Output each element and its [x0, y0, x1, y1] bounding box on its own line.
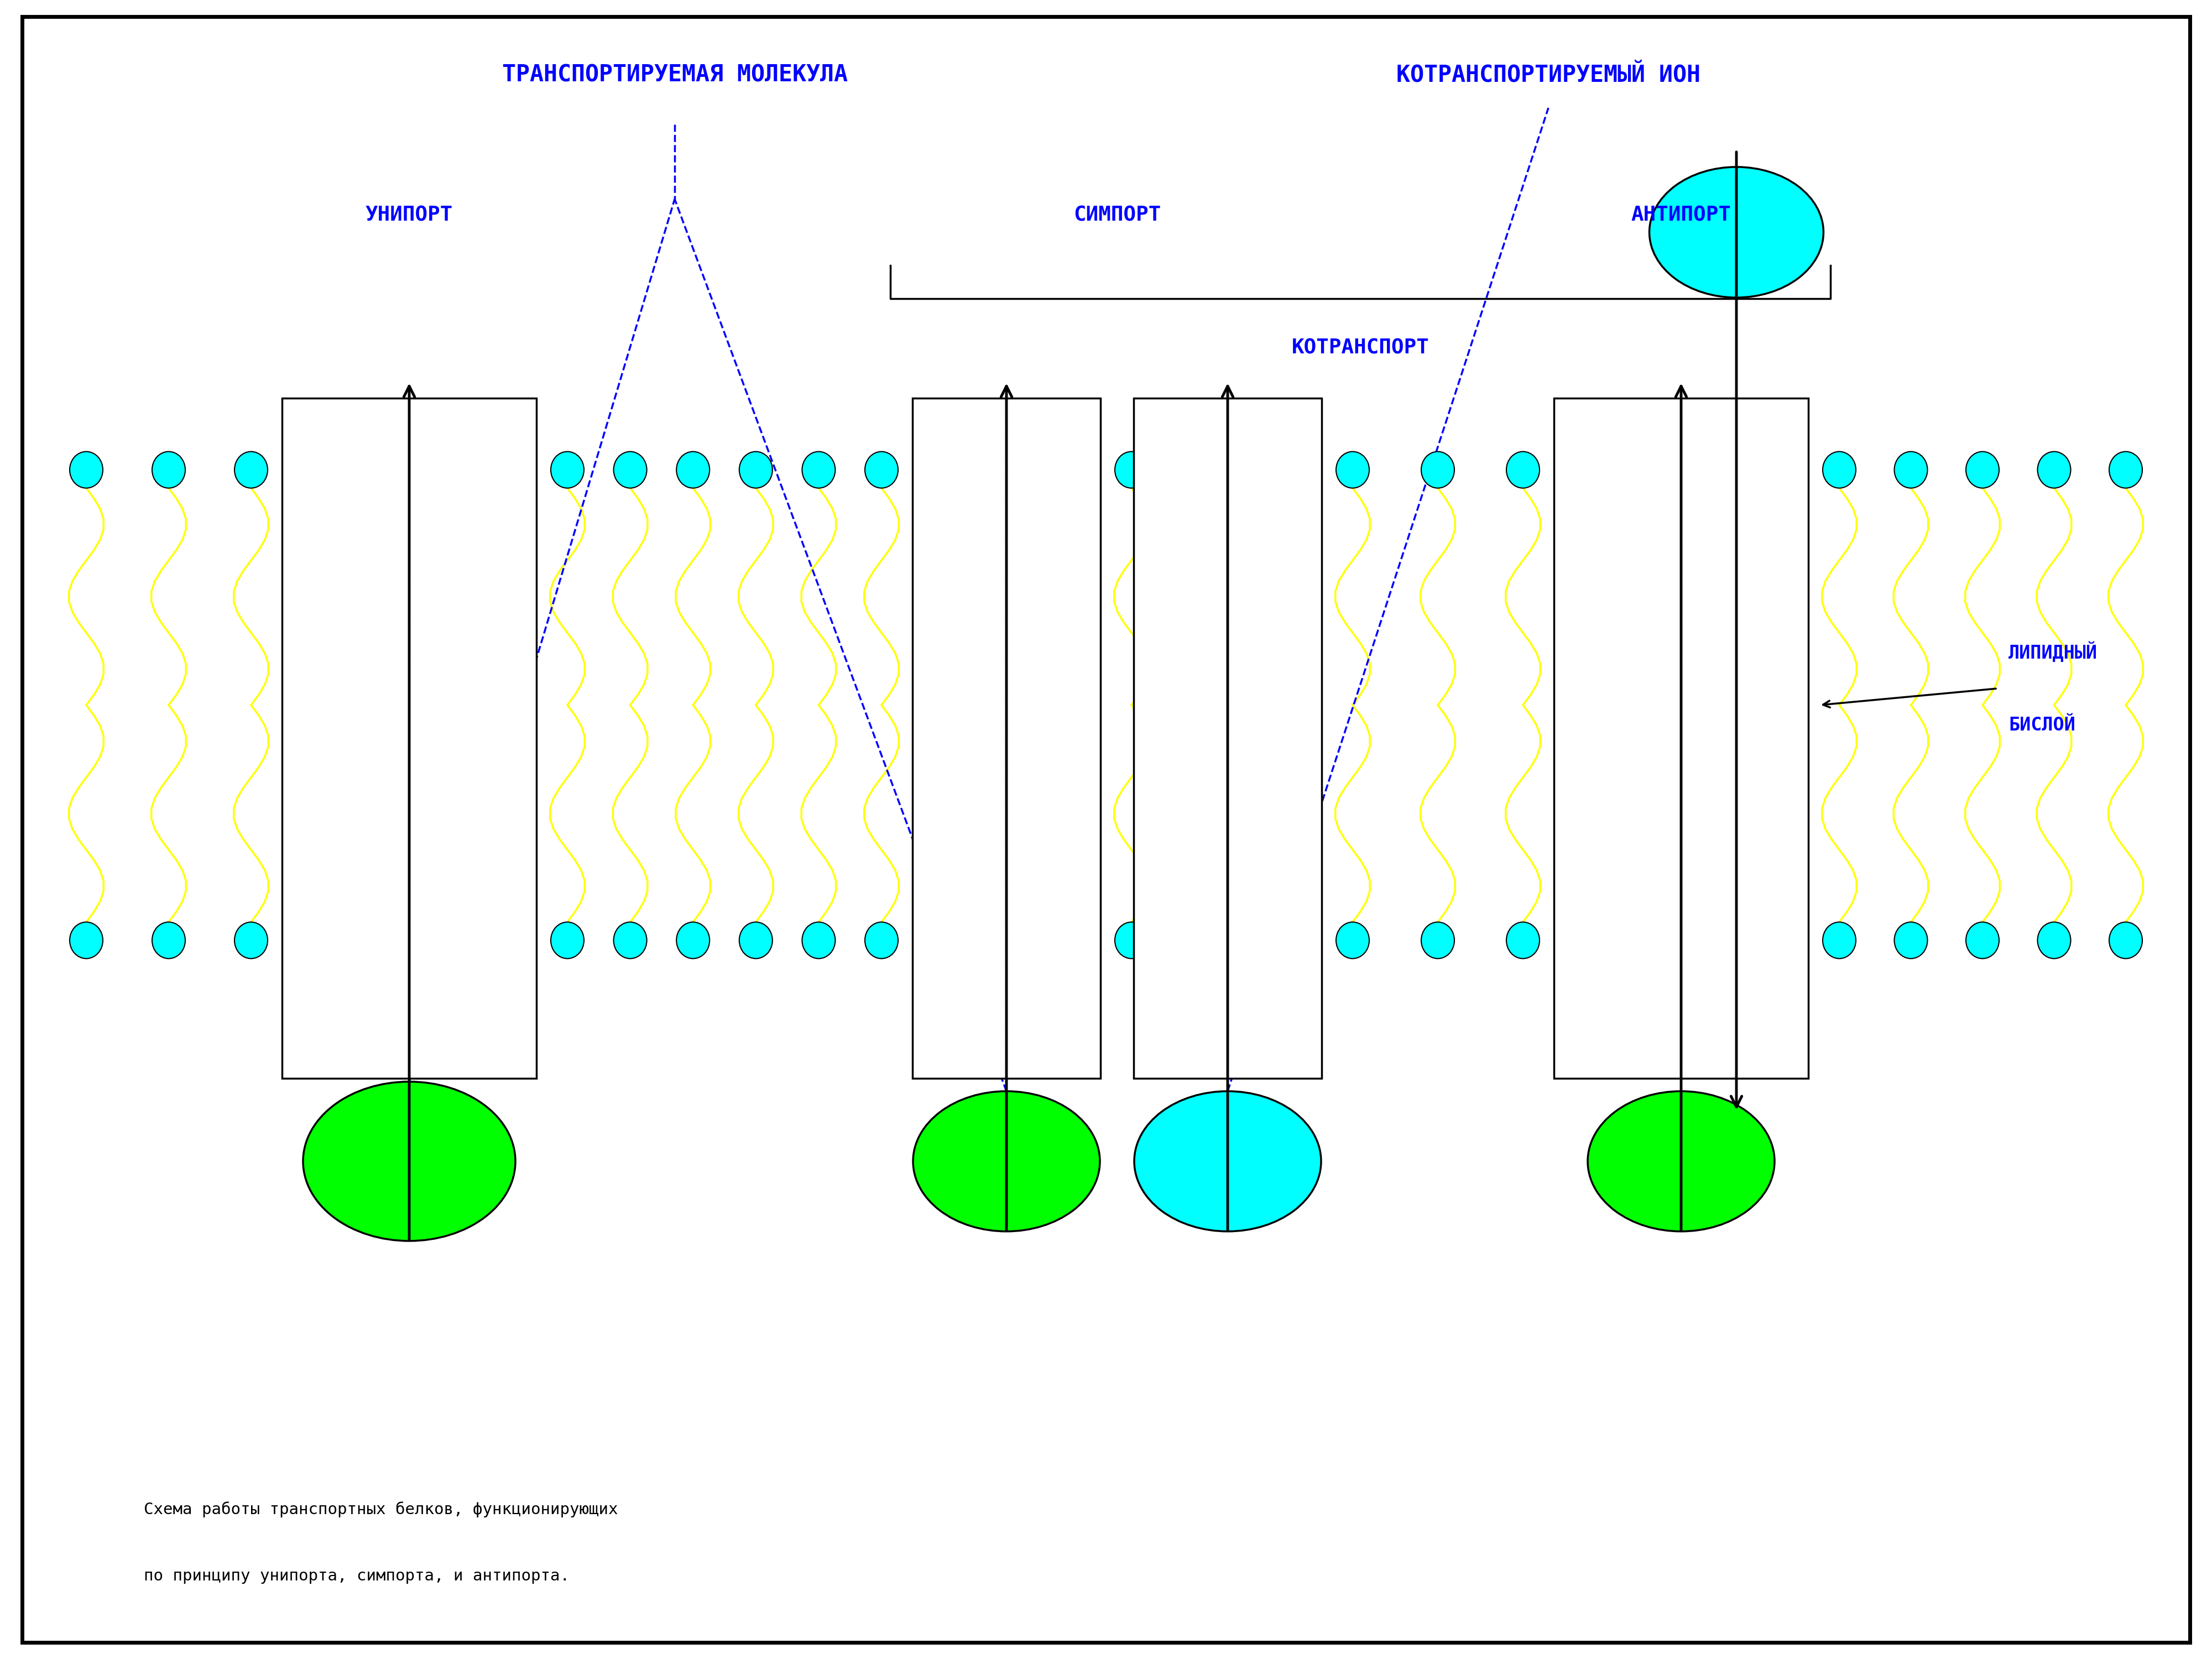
Ellipse shape [613, 922, 646, 959]
Text: КОТРАНСПОРТИРУЕМЫЙ ИОН: КОТРАНСПОРТИРУЕМЫЙ ИОН [1396, 63, 1701, 86]
Ellipse shape [2037, 451, 2070, 488]
Ellipse shape [234, 922, 268, 959]
Ellipse shape [1893, 451, 1927, 488]
Ellipse shape [803, 922, 836, 959]
Ellipse shape [865, 451, 898, 488]
Ellipse shape [1336, 451, 1369, 488]
Ellipse shape [1506, 922, 1540, 959]
Ellipse shape [803, 451, 836, 488]
Text: УНИПОРТ: УНИПОРТ [365, 206, 453, 226]
Ellipse shape [1823, 922, 1856, 959]
Circle shape [1650, 168, 1823, 297]
Ellipse shape [1823, 451, 1856, 488]
Bar [914, 398, 1102, 1078]
Ellipse shape [1893, 922, 1927, 959]
Ellipse shape [739, 922, 772, 959]
Ellipse shape [153, 922, 186, 959]
Ellipse shape [1115, 922, 1148, 959]
Bar [1135, 398, 1323, 1078]
Circle shape [303, 1082, 515, 1241]
Ellipse shape [551, 451, 584, 488]
Text: ЛИПИДНЫЙ: ЛИПИДНЫЙ [2008, 642, 2097, 662]
Text: КОТРАНСПОРТ: КОТРАНСПОРТ [1292, 338, 1429, 358]
Ellipse shape [2037, 922, 2070, 959]
Bar [1553, 398, 1809, 1078]
Ellipse shape [153, 451, 186, 488]
Text: Схема работы транспортных белков, функционирующих: Схема работы транспортных белков, функци… [144, 1501, 617, 1518]
Text: по принципу унипорта, симпорта, и антипорта.: по принципу унипорта, симпорта, и антипо… [144, 1568, 571, 1584]
Ellipse shape [71, 451, 102, 488]
Ellipse shape [739, 451, 772, 488]
Ellipse shape [1506, 451, 1540, 488]
Circle shape [1135, 1092, 1321, 1231]
Text: АНТИПОРТ: АНТИПОРТ [1630, 206, 1732, 226]
Text: ТРАНСПОРТИРУЕМАЯ МОЛЕКУЛА: ТРАНСПОРТИРУЕМАЯ МОЛЕКУЛА [502, 63, 847, 86]
Bar [283, 398, 535, 1078]
Ellipse shape [71, 922, 102, 959]
Ellipse shape [1115, 451, 1148, 488]
Ellipse shape [677, 922, 710, 959]
Text: БИСЛОЙ: БИСЛОЙ [2008, 717, 2075, 735]
Circle shape [1588, 1092, 1774, 1231]
Ellipse shape [1420, 922, 1455, 959]
Ellipse shape [1966, 451, 2000, 488]
Ellipse shape [865, 922, 898, 959]
Ellipse shape [1336, 922, 1369, 959]
Ellipse shape [2110, 922, 2141, 959]
Text: СИМПОРТ: СИМПОРТ [1073, 206, 1161, 226]
Ellipse shape [613, 451, 646, 488]
Ellipse shape [2110, 451, 2141, 488]
Ellipse shape [677, 451, 710, 488]
Ellipse shape [551, 922, 584, 959]
Circle shape [914, 1092, 1099, 1231]
Ellipse shape [1420, 451, 1455, 488]
Ellipse shape [1966, 922, 2000, 959]
Ellipse shape [234, 451, 268, 488]
